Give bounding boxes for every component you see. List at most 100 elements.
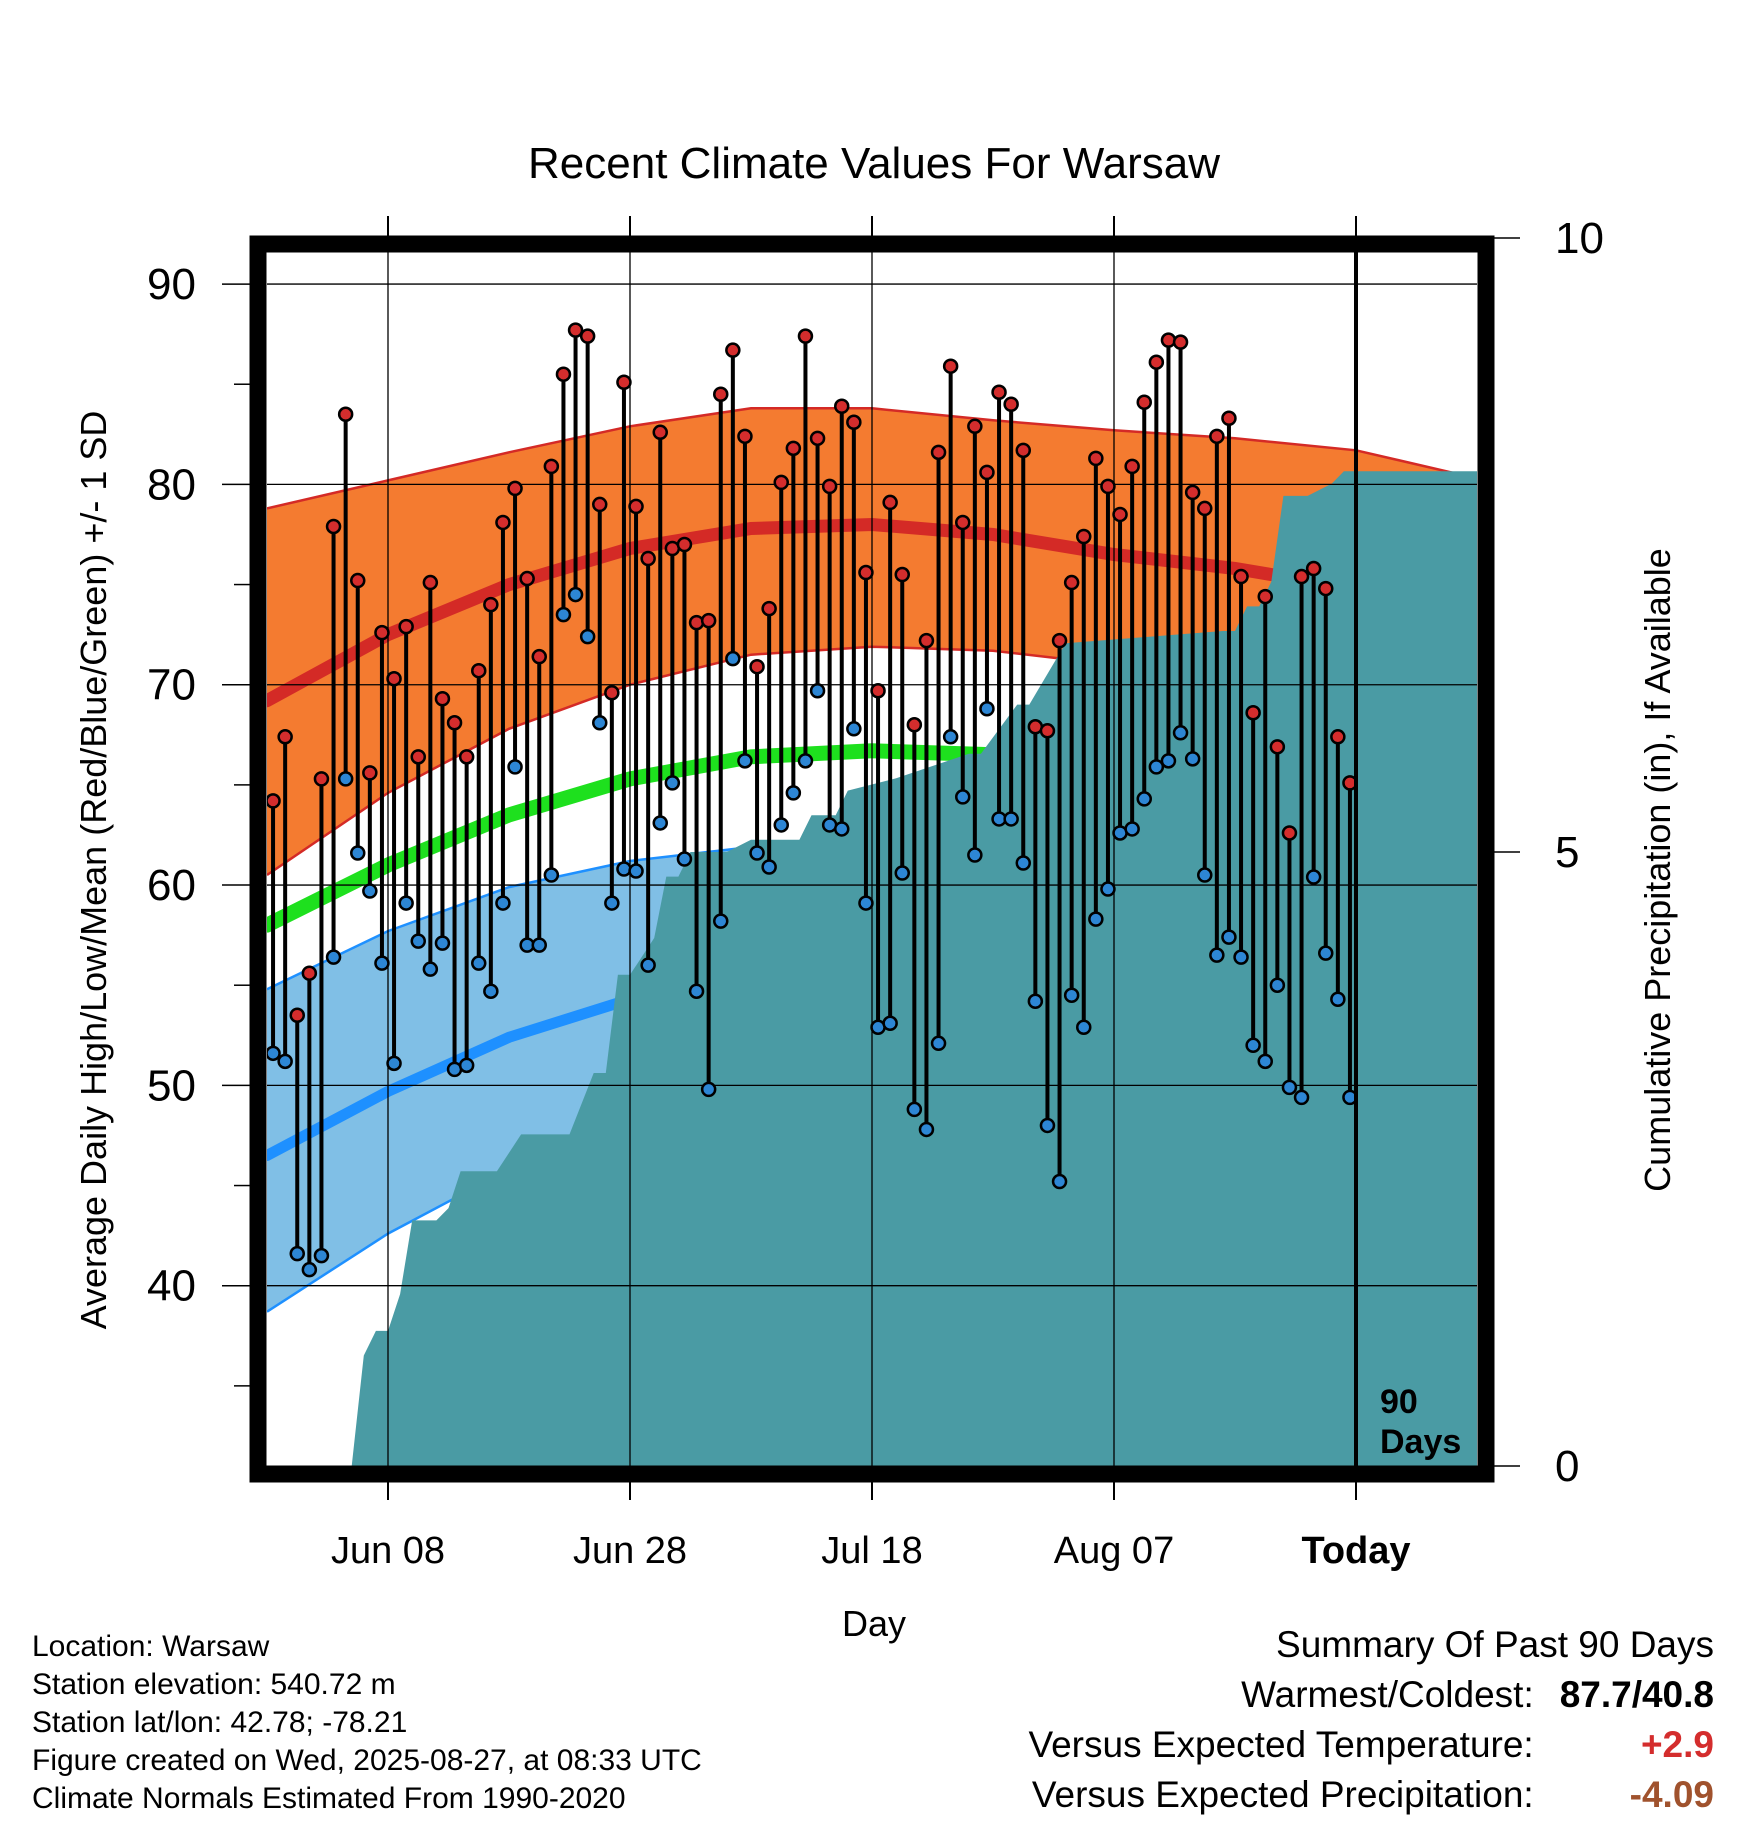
daily-high-point [495, 514, 511, 531]
daily-high-point [1197, 500, 1213, 517]
daily-low-point [1221, 929, 1237, 945]
daily-high-point [870, 682, 886, 699]
elevation-text: Station elevation: 540.72 m [32, 1668, 396, 1701]
daily-low-point [967, 847, 983, 863]
precip-anomaly-value: -4.09 [1629, 1774, 1714, 1815]
daily-low-point [374, 955, 390, 971]
daily-low-point [640, 957, 656, 973]
station-info: Location: Warsaw Station elevation: 540.… [32, 1628, 702, 1818]
daily-low-point [1318, 945, 1334, 961]
daily-high-point [410, 749, 426, 765]
y-tick-label: 60 [147, 861, 196, 910]
y-tick-label: 90 [147, 260, 196, 309]
daily-low-point [458, 1057, 475, 1074]
daily-low-point [616, 861, 632, 877]
warm-cold-value: 87.7/40.8 [1544, 1670, 1714, 1720]
daily-low-point [713, 913, 729, 929]
daily-low-point [1184, 751, 1201, 767]
daily-high-point [1221, 410, 1237, 427]
daily-high-point [761, 600, 777, 617]
daily-low-point [628, 863, 644, 879]
daily-low-point [567, 586, 584, 603]
daily-high-point [555, 366, 572, 382]
daily-high-point [267, 793, 281, 809]
daily-low-point [325, 949, 342, 965]
daily-low-point [725, 650, 741, 667]
daily-high-point [737, 428, 753, 445]
daily-high-point [1136, 394, 1152, 411]
daily-low-point [1051, 1173, 1068, 1190]
daily-high-point [773, 474, 789, 491]
daily-high-point [1088, 450, 1104, 467]
daily-high-point [1330, 729, 1346, 745]
daily-low-point [267, 1045, 281, 1062]
daily-high-point [458, 749, 475, 765]
daily-high-point [628, 498, 644, 515]
daily-low-point [1209, 947, 1225, 963]
daily-high-point [519, 570, 535, 587]
daily-low-point [1136, 791, 1152, 807]
daily-high-point [1269, 739, 1286, 755]
daily-high-point [325, 518, 342, 535]
daily-low-point [1063, 987, 1080, 1003]
daily-low-point [688, 983, 705, 999]
daily-low-point [313, 1247, 330, 1264]
daily-low-point [1003, 811, 1019, 827]
daily-high-point [821, 478, 838, 495]
daily-low-point [543, 867, 560, 883]
daily-low-point [579, 628, 596, 645]
coldest-value: 40.8 [1641, 1674, 1714, 1715]
daily-low-point [1330, 991, 1346, 1007]
daily-low-point [301, 1261, 318, 1278]
daily-high-point [289, 1007, 305, 1024]
daily-high-point [942, 358, 959, 374]
daily-low-point [483, 983, 499, 999]
daily-high-point [1281, 825, 1298, 841]
daily-high-point [313, 771, 330, 787]
daily-high-point [1209, 428, 1225, 445]
daily-high-point [507, 480, 523, 497]
daily-low-point [942, 729, 959, 745]
daily-high-point [725, 342, 741, 358]
daily-high-point [1184, 484, 1201, 501]
daily-high-point [362, 765, 378, 781]
daily-low-point [761, 859, 777, 875]
latlon-text: Station lat/lon: 42.78; -78.21 [32, 1706, 408, 1739]
daily-low-point [1088, 911, 1104, 927]
daily-high-point [700, 612, 717, 629]
daily-high-point [1051, 632, 1068, 649]
normals-text: Climate Normals Estimated From 1990-2020 [32, 1782, 626, 1815]
y-tick-label: 80 [147, 460, 196, 509]
y2-tick-label: 0 [1555, 1442, 1579, 1491]
daily-low-point [1076, 1019, 1092, 1036]
daily-high-point [1100, 478, 1116, 495]
daily-low-point [1172, 725, 1189, 741]
daily-low-point [495, 895, 511, 911]
daily-low-point [277, 1053, 293, 1070]
precip-label: Versus Expected Precipitation: [1031, 1774, 1534, 1815]
daily-low-point [350, 845, 366, 861]
temp-anomaly-value: +2.9 [1640, 1724, 1714, 1765]
daily-high-point [1112, 506, 1128, 523]
daily-high-point [858, 564, 874, 581]
plot-frame [249, 235, 1495, 1483]
warm-cold-separator: / [1631, 1674, 1642, 1715]
x-tick-label: Jul 18 [821, 1530, 922, 1572]
daily-high-point [882, 494, 898, 511]
x-tick-label: Jun 28 [573, 1530, 687, 1572]
daily-high-point [955, 514, 971, 531]
daily-high-point [1039, 723, 1056, 739]
created-text: Figure created on Wed, 2025-08-27, at 08… [32, 1744, 702, 1777]
daily-low-point [979, 701, 995, 717]
daily-high-point [1245, 705, 1261, 721]
daily-low-point [700, 1081, 717, 1098]
daily-low-point [749, 845, 765, 861]
daily-low-point [1039, 1117, 1056, 1134]
daily-high-point [713, 386, 729, 402]
daily-low-point [1027, 993, 1044, 1009]
daily-low-point [592, 715, 608, 731]
daily-high-point [1305, 560, 1322, 577]
x-tick-label: Aug 07 [1054, 1530, 1174, 1572]
y2-tick-label: 5 [1555, 828, 1579, 877]
